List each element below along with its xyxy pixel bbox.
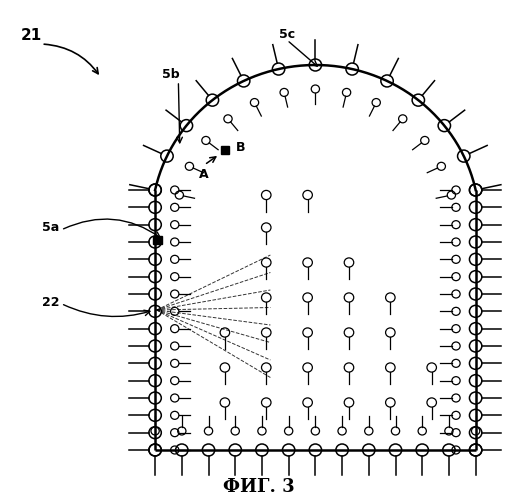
Bar: [153, 236, 162, 244]
Text: 21: 21: [21, 28, 42, 42]
Text: 22: 22: [42, 296, 59, 309]
Text: 5a: 5a: [42, 221, 59, 234]
Bar: [220, 146, 230, 154]
Text: B: B: [236, 141, 246, 154]
Text: 5b: 5b: [162, 68, 179, 82]
Text: 5c: 5c: [279, 28, 295, 42]
Text: ФИГ. 3: ФИГ. 3: [223, 478, 294, 496]
Text: A: A: [199, 168, 209, 181]
